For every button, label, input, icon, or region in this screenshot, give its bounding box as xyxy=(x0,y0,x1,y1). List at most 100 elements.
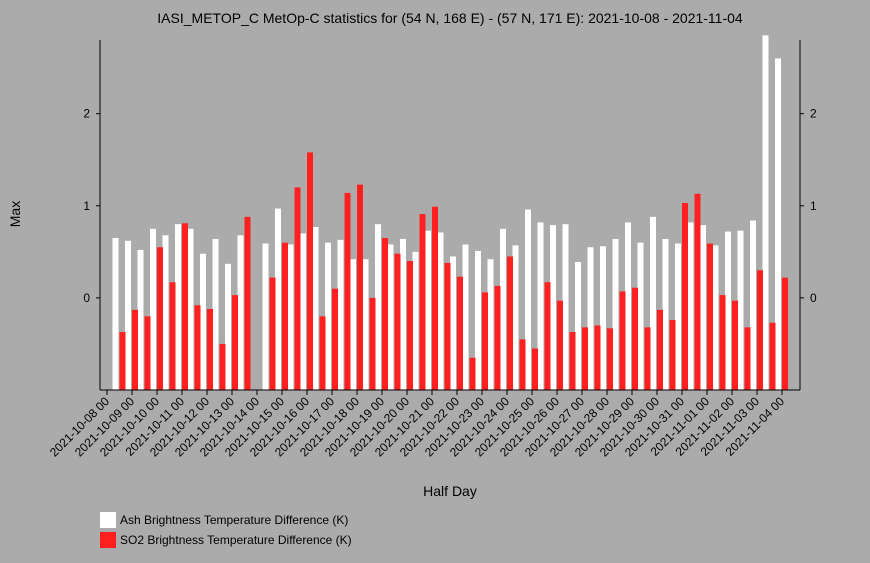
so2-bar-32 xyxy=(519,339,526,390)
ash-bar-18 xyxy=(337,239,344,390)
so2-bar-42 xyxy=(644,327,651,390)
ash-bar-44 xyxy=(662,238,669,390)
so2-bar-17 xyxy=(332,288,338,390)
ash-bar-46 xyxy=(687,222,694,390)
ash-bar-6 xyxy=(187,228,194,390)
so2-bar-35 xyxy=(557,300,563,390)
so2-bar-30 xyxy=(494,285,501,390)
y-tick-label-left-0: 0 xyxy=(83,291,90,305)
ash-bar-14 xyxy=(287,244,294,390)
y-tick-label-right-2: 2 xyxy=(810,107,817,121)
ash-bar-21 xyxy=(375,224,381,390)
so2-bar-37 xyxy=(582,327,588,390)
ash-bar-42 xyxy=(637,242,644,390)
so2-bar-16 xyxy=(319,316,326,390)
ash-bar-9 xyxy=(225,263,231,390)
ash-bar-30 xyxy=(487,259,494,390)
ash-bar-51 xyxy=(750,220,756,390)
y-tick-label-right-1: 1 xyxy=(810,199,817,213)
so2-bar-12 xyxy=(269,277,276,390)
ash-bar-33 xyxy=(525,209,531,390)
so2-bar-21 xyxy=(382,238,388,390)
ash-bar-0 xyxy=(112,238,119,390)
so2-bar-26 xyxy=(444,262,451,390)
so2-bar-10 xyxy=(244,216,251,390)
ash-bar-25 xyxy=(425,230,431,390)
y-axis-label: Max xyxy=(7,201,23,227)
so2-bar-25 xyxy=(432,206,438,390)
ash-bar-45 xyxy=(675,243,681,390)
ash-bar-34 xyxy=(537,222,544,390)
so2-bar-41 xyxy=(632,287,638,390)
legend-label-so2: SO2 Brightness Temperature Difference (K… xyxy=(120,533,352,547)
ash-bar-17 xyxy=(325,242,331,390)
so2-bar-13 xyxy=(282,242,288,390)
ash-bar-16 xyxy=(312,226,319,390)
so2-bar-20 xyxy=(369,297,376,390)
ash-bar-36 xyxy=(562,224,569,390)
so2-bar-27 xyxy=(457,276,463,390)
ash-bar-40 xyxy=(612,238,619,390)
x-axis-label: Half Day xyxy=(423,483,477,499)
y-tick-label-left-2: 2 xyxy=(83,107,90,121)
so2-bar-53 xyxy=(782,277,788,390)
ash-bar-23 xyxy=(400,238,406,390)
so2-bar-51 xyxy=(757,270,763,390)
ash-bar-29 xyxy=(475,250,481,390)
ash-bar-38 xyxy=(587,247,594,390)
so2-bar-52 xyxy=(769,322,776,390)
so2-bar-19 xyxy=(357,184,363,390)
so2-bar-24 xyxy=(419,214,426,390)
ash-bar-31 xyxy=(500,228,506,390)
so2-bar-3 xyxy=(157,247,163,390)
legend-label-ash: Ash Brightness Temperature Difference (K… xyxy=(120,513,349,527)
so2-bar-31 xyxy=(507,256,513,390)
so2-bar-44 xyxy=(669,320,676,390)
so2-bar-48 xyxy=(719,295,726,390)
so2-bar-22 xyxy=(394,253,401,390)
ash-bar-37 xyxy=(575,261,581,390)
so2-bar-6 xyxy=(194,305,201,390)
ash-bar-7 xyxy=(200,253,206,390)
ash-bar-35 xyxy=(550,225,556,390)
y-tick-label-right-0: 0 xyxy=(810,291,817,305)
ash-bar-15 xyxy=(300,233,306,390)
ash-bar-53 xyxy=(775,58,781,390)
ash-bar-26 xyxy=(437,232,444,390)
so2-bar-29 xyxy=(482,292,488,390)
so2-bar-43 xyxy=(657,309,663,390)
ash-bar-3 xyxy=(150,228,156,390)
ash-bar-8 xyxy=(212,238,219,390)
so2-bar-45 xyxy=(682,203,688,390)
y-tick-label-left-1: 1 xyxy=(83,199,90,213)
so2-bar-5 xyxy=(182,223,188,390)
ash-bar-27 xyxy=(450,256,456,390)
ash-bar-10 xyxy=(237,235,244,390)
so2-bar-39 xyxy=(607,328,613,390)
ash-bar-52 xyxy=(762,35,769,390)
so2-bar-49 xyxy=(732,300,738,390)
ash-bar-5 xyxy=(175,224,181,390)
so2-bar-38 xyxy=(594,325,601,390)
ash-bar-47 xyxy=(700,225,706,390)
so2-bar-7 xyxy=(207,308,213,390)
so2-bar-33 xyxy=(532,348,538,390)
so2-bar-9 xyxy=(232,295,238,390)
ash-bar-2 xyxy=(137,250,144,390)
so2-bar-4 xyxy=(169,282,176,390)
ash-bar-39 xyxy=(600,246,606,390)
so2-bar-50 xyxy=(744,327,751,390)
ash-bar-12 xyxy=(262,243,269,390)
bars-group xyxy=(112,35,788,390)
ash-bar-19 xyxy=(350,259,356,390)
so2-bar-0 xyxy=(119,331,126,390)
ash-bar-43 xyxy=(650,216,656,390)
legend-swatch-so2 xyxy=(100,532,116,548)
ash-bar-1 xyxy=(125,240,131,390)
ash-bar-4 xyxy=(162,235,169,390)
legend-item-so2: SO2 Brightness Temperature Difference (K… xyxy=(100,532,352,548)
so2-bar-34 xyxy=(544,282,551,390)
ash-bar-50 xyxy=(737,230,744,390)
ash-bar-49 xyxy=(725,231,731,390)
